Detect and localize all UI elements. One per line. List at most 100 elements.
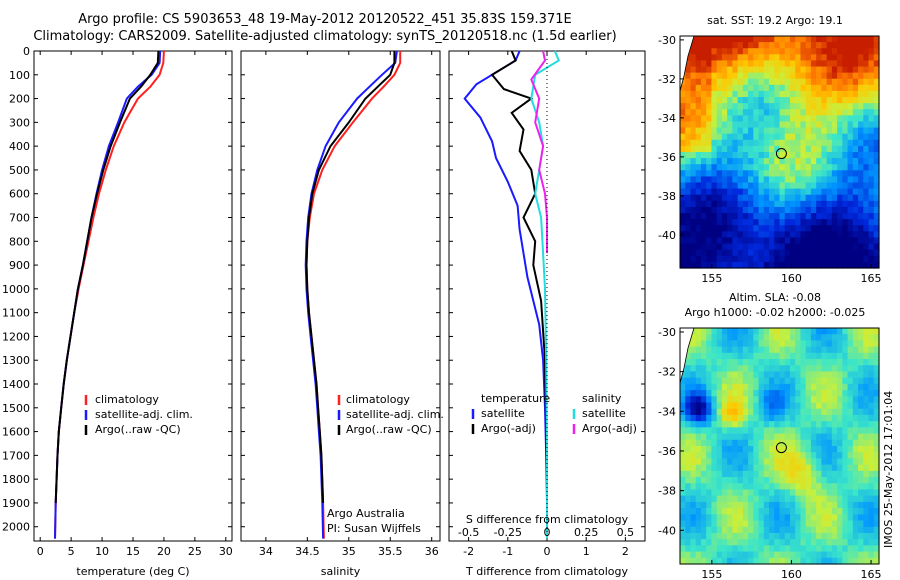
salinity-legend-label: Argo(..raw -QC) — [346, 423, 432, 436]
sst-map-xtick-label: 165 — [861, 272, 882, 285]
temperature-ytick-label: 1900 — [2, 497, 30, 510]
sla-map-ytick-label: -36 — [658, 445, 676, 458]
difference-top-tick-label: -0.25 — [494, 526, 522, 539]
sla-map-xtick-label: 165 — [861, 568, 882, 580]
temperature-legend-label: Argo(..raw -QC) — [95, 423, 181, 436]
difference-series-s-argo-adj- — [530, 50, 548, 254]
figure-title-line1: Argo profile: CS 5903653_48 19-May-2012 … — [78, 12, 572, 27]
difference-legend-title-temperature: temperature — [481, 392, 550, 405]
difference-xtick-label: 2 — [622, 545, 629, 558]
sla-map-title-line2: Argo h1000: -0.02 h2000: -0.025 — [685, 306, 866, 319]
temperature-ytick-label: 900 — [9, 259, 30, 272]
temperature-xtick-label: 20 — [157, 545, 171, 558]
sst-map-xtick-label: 160 — [781, 272, 802, 285]
temperature-ytick-label: 1400 — [2, 378, 30, 391]
temperature-legend-label: climatology — [95, 393, 159, 406]
temperature-axes-box — [33, 50, 233, 542]
temperature-ytick-label: 0 — [23, 45, 30, 58]
sla-map-axes-box — [679, 327, 880, 565]
sla-map-ytick-label: -38 — [658, 485, 676, 498]
temperature-ytick-label: 800 — [9, 235, 30, 248]
temperature-ytick-label: 1000 — [2, 283, 30, 296]
difference-xtick-label: -1 — [502, 545, 513, 558]
difference-top-tick-label: 0 — [544, 526, 551, 539]
salinity-xtick-label: 34.5 — [295, 545, 320, 558]
sst-map-ytick-label: -34 — [658, 112, 676, 125]
temperature-ytick-label: 200 — [9, 93, 30, 106]
difference-top-tick-label: -0.5 — [458, 526, 479, 539]
temperature-ytick-label: 2000 — [2, 521, 30, 534]
temperature-ytick-label: 700 — [9, 212, 30, 225]
sst-map-ytick-label: -40 — [658, 229, 676, 242]
temperature-ytick-label: 1700 — [2, 449, 30, 462]
difference-xtick-label: -2 — [463, 545, 474, 558]
sst-map-argo-marker — [775, 148, 787, 160]
temperature-xtick-label: 15 — [126, 545, 140, 558]
difference-top-label: S difference from climatology — [466, 513, 629, 526]
salinity-xtick-label: 34 — [259, 545, 273, 558]
difference-panel: -2 -1 0 1 2 T difference from climatology -0.5… — [448, 50, 646, 578]
temperature-ytick-label: 1600 — [2, 426, 30, 439]
sst-map-axes-box — [679, 35, 880, 269]
salinity-xtick-label: 35 — [342, 545, 356, 558]
temperature-ytick-label: 1500 — [2, 402, 30, 415]
sla-map-ytick-label: -40 — [658, 524, 676, 537]
difference-series-t-argo-adj- — [490, 50, 548, 503]
temperature-legend-label: satellite-adj. clim. — [95, 408, 193, 421]
temperature-ytick-label: 1300 — [2, 354, 30, 367]
temperature-xtick-label: 10 — [95, 545, 109, 558]
salinity-legend-label: climatology — [346, 393, 410, 406]
salinity-annotation-line2: PI: Susan Wijffels — [327, 522, 421, 535]
difference-legend-label: satellite — [582, 407, 626, 420]
difference-series-s-satellite — [530, 50, 561, 539]
sst-map-ytick-label: -30 — [658, 34, 676, 47]
temperature-ytick-label: 400 — [9, 140, 30, 153]
temperature-ytick-label: 1200 — [2, 330, 30, 343]
difference-xtick-label: 0 — [544, 545, 551, 558]
temperature-xlabel: temperature (deg C) — [76, 565, 189, 578]
temperature-ytick-label: 1800 — [2, 473, 30, 486]
temperature-ytick-label: 600 — [9, 188, 30, 201]
salinity-axes-box — [240, 50, 441, 542]
temperature-ytick-label: 100 — [9, 69, 30, 82]
temperature-ytick-label: 1100 — [2, 307, 30, 320]
sla-map-ytick-label: -30 — [658, 326, 676, 339]
sla-map-title-line1: Altim. SLA: -0.08 — [729, 291, 821, 304]
sla-map-ytick-label: -32 — [658, 366, 676, 379]
difference-xlabel: T difference from climatology — [465, 565, 628, 578]
sst-map-panel: sat. SST: 19.2 Argo: 19.1 -30 -32 -34 -36 -38… — [658, 14, 882, 285]
temperature-panel: 0 5 10 15 20 25 300100200300400500600700800900… — [2, 45, 233, 578]
salinity-xlabel: salinity — [321, 565, 361, 578]
sla-map-argo-marker — [775, 442, 787, 454]
sla-map-xtick-label: 160 — [781, 568, 802, 580]
salinity-legend-label: satellite-adj. clim. — [346, 408, 444, 421]
sla-map-field — [680, 328, 880, 565]
salinity-xtick-label: 36 — [425, 545, 439, 558]
sst-map-field — [680, 36, 880, 269]
sla-map-panel: Altim. SLA: -0.08 Argo h1000: -0.02 h2000… — [658, 291, 882, 580]
sla-map-xtick-label: 155 — [701, 568, 722, 580]
sst-map-xtick-label: 155 — [701, 272, 722, 285]
difference-xtick-label: 1 — [583, 545, 590, 558]
salinity-panel: 34 34.5 35 35.5 36 salinity climatology satelli… — [240, 50, 444, 578]
temperature-xtick-label: 30 — [219, 545, 233, 558]
temperature-xtick-label: 25 — [188, 545, 202, 558]
difference-legend-label: Argo(-adj) — [481, 422, 536, 435]
sla-map-ytick-label: -34 — [658, 405, 676, 418]
sst-map-ytick-label: -36 — [658, 151, 676, 164]
difference-top-tick-label: 0.25 — [574, 526, 599, 539]
difference-legend-label: Argo(-adj) — [582, 422, 637, 435]
sst-map-ytick-label: -32 — [658, 73, 676, 86]
sst-map-ytick-label: -38 — [658, 190, 676, 203]
sst-map-title: sat. SST: 19.2 Argo: 19.1 — [707, 14, 843, 27]
difference-top-tick-label: 0.5 — [617, 526, 635, 539]
temperature-series-argo-raw-qc- — [54, 50, 160, 503]
temperature-xtick-label: 5 — [68, 545, 75, 558]
imos-timestamp: IMOS 25-May-2012 17:01:04 — [882, 391, 895, 548]
salinity-xtick-label: 35.5 — [378, 545, 403, 558]
temperature-ytick-label: 300 — [9, 116, 30, 129]
temperature-ytick-label: 500 — [9, 164, 30, 177]
temperature-xtick-label: 0 — [37, 545, 44, 558]
figure-title-line2: Climatology: CARS2009. Satellite-adjuste… — [33, 29, 617, 44]
